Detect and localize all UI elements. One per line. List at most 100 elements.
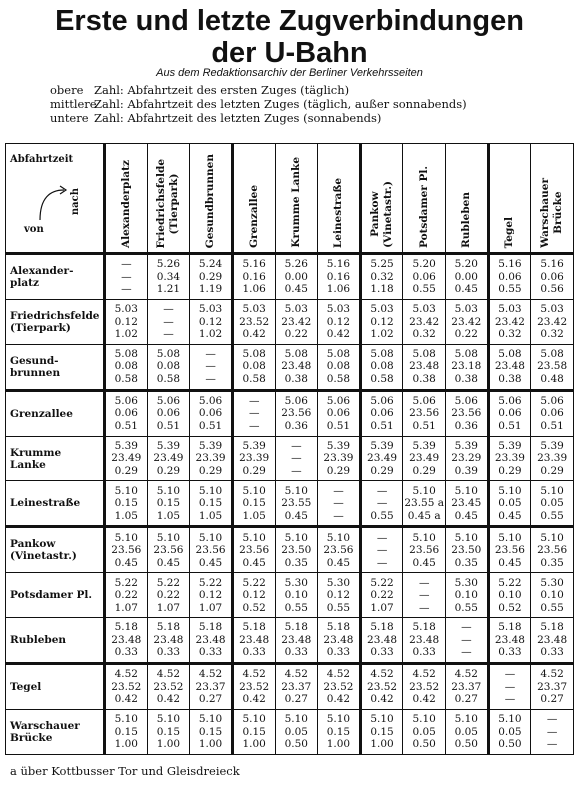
first-train-time: 5.10 xyxy=(326,713,351,726)
legend-text: Zahl: Abfahrtzeit des ersten Zuges (tägl… xyxy=(94,83,350,97)
last-train-time: 23.48 xyxy=(195,633,226,646)
table-row: Tegel 4.52 23.52 0.42 4.52 23.52 0.42 4.52 23.37… xyxy=(5,662,574,711)
last-train-saturday-time: 0.33 xyxy=(242,646,266,659)
last-train-time: 0.15 xyxy=(326,725,351,738)
last-train-saturday-time: 0.55 xyxy=(370,509,394,522)
last-train-time: 0.06 xyxy=(540,270,564,283)
last-train-saturday-time: 0.38 xyxy=(454,372,478,385)
last-train-time: 0.15 xyxy=(242,725,266,738)
last-train-saturday-time: 0.29 xyxy=(326,464,351,477)
column-header: Potsdamer Pl. xyxy=(402,143,446,254)
table-row: Potsdamer Pl. 5.22 0.22 1.07 5.22 0.22 1.07 5.2… xyxy=(5,572,574,619)
table-row: Alexander- platz — — —5.26 0.34 1.21 5.24 0.29 1… xyxy=(5,252,574,300)
first-train-time: 5.16 xyxy=(498,258,522,271)
row-header: Alexander- platz xyxy=(5,252,105,300)
curved-arrow-icon xyxy=(39,185,68,221)
last-train-saturday-time: 0.29 xyxy=(540,464,564,477)
last-train-saturday-time: 0.45 xyxy=(242,556,266,569)
last-train-time: 23.48 xyxy=(323,633,354,646)
row-header: Rubleben xyxy=(5,617,105,665)
last-train-saturday-time: 1.06 xyxy=(242,283,266,296)
last-train-time: 23.56 xyxy=(239,544,270,557)
last-train-time: 0.15 xyxy=(242,497,266,510)
last-train-saturday-time: 1.19 xyxy=(198,283,223,296)
first-train-time: 4.52 xyxy=(198,668,223,681)
last-train-saturday-time: 1.00 xyxy=(114,738,138,751)
time-cell: 5.08 0.08 0.58 xyxy=(358,343,404,391)
time-cell: 5.18 23.48 0.33 xyxy=(486,617,532,665)
time-cell: 5.39 23.49 0.29 xyxy=(103,435,148,482)
time-cell: 5.10 0.15 1.00 xyxy=(317,709,361,755)
first-train-time: — xyxy=(376,484,388,497)
first-train-time: 5.10 xyxy=(284,531,308,544)
last-train-time: 0.22 xyxy=(114,589,138,601)
last-train-saturday-time: 0.38 xyxy=(284,372,308,385)
time-cell: 5.18 23.48 0.33 xyxy=(317,617,361,665)
time-cell: 5.39 23.49 0.29 xyxy=(146,435,191,482)
time-cell: 5.16 0.06 0.55 xyxy=(486,252,532,300)
last-train-saturday-time: 0.42 xyxy=(326,328,351,341)
last-train-saturday-time: 0.33 xyxy=(114,646,138,659)
time-cell: 5.10 0.05 0.45 xyxy=(486,480,532,528)
time-cell: 5.10 0.05 0.50 xyxy=(486,709,532,755)
time-cell: 5.06 0.06 0.51 xyxy=(358,388,404,437)
table-row: Grenzallee 5.06 0.06 0.51 5.06 0.06 0.51 5.06 0.… xyxy=(5,388,574,437)
first-train-time: 5.18 xyxy=(540,621,564,634)
last-train-time: 0.05 xyxy=(454,725,478,738)
last-train-time: 0.08 xyxy=(114,360,138,373)
last-train-time: 0.00 xyxy=(284,270,308,283)
last-train-saturday-time: 0.50 xyxy=(498,738,522,751)
time-cell: 5.30 0.12 0.55 xyxy=(317,572,361,619)
time-cell: — — — xyxy=(530,709,574,755)
last-train-saturday-time: 0.51 xyxy=(412,419,436,432)
last-train-time: 23.52 xyxy=(409,680,440,693)
last-train-time: 23.56 xyxy=(323,544,354,557)
last-train-saturday-time: 0.58 xyxy=(242,372,266,385)
last-train-saturday-time: 1.05 xyxy=(242,509,266,522)
time-cell: 5.06 23.56 0.51 xyxy=(402,388,446,437)
last-train-saturday-time: 0.27 xyxy=(540,693,564,706)
last-train-time: 23.56 xyxy=(451,407,482,420)
last-train-saturday-time: 0.33 xyxy=(198,646,223,659)
first-train-time: 5.16 xyxy=(242,258,266,271)
last-train-time: 23.37 xyxy=(537,680,568,693)
time-cell: 5.03 23.52 0.42 xyxy=(230,298,276,345)
last-train-saturday-time: 0.35 xyxy=(454,556,478,569)
first-train-time: 5.10 xyxy=(114,484,138,497)
first-train-time: 5.08 xyxy=(114,347,138,360)
column-header-label: Rubleben xyxy=(459,191,472,248)
last-train-time: 0.15 xyxy=(198,725,223,738)
first-train-time: 5.03 xyxy=(242,303,266,316)
first-train-time: — xyxy=(248,394,260,407)
last-train-saturday-time: 0.42 xyxy=(370,693,394,706)
footnote: a über Kottbusser Tor und Gleisdreieck xyxy=(10,764,240,778)
first-train-time: 5.39 xyxy=(498,439,522,452)
last-train-saturday-time: 1.00 xyxy=(370,738,394,751)
last-train-time: 23.52 xyxy=(153,680,184,693)
legend-row-bottom: untere Zahl: Abfahrtzeit des letzten Zug… xyxy=(50,111,467,125)
last-train-time: 23.50 xyxy=(451,544,482,557)
time-cell: 5.10 23.55 0.45 xyxy=(274,480,319,528)
time-cell: 5.10 23.56 0.45 xyxy=(146,525,191,574)
last-train-time: 0.12 xyxy=(326,315,351,328)
last-train-saturday-time: — xyxy=(248,419,260,432)
last-train-saturday-time: 0.32 xyxy=(540,328,564,341)
first-train-time: 5.10 xyxy=(412,531,436,544)
last-train-time: 23.52 xyxy=(239,315,270,328)
last-train-time: 23.49 xyxy=(409,452,440,465)
time-cell: 5.39 23.39 0.29 xyxy=(189,435,233,482)
time-cell: 5.08 23.18 0.38 xyxy=(445,343,489,391)
first-train-time: 5.10 xyxy=(114,713,138,726)
last-train-saturday-time: 1.07 xyxy=(156,601,181,614)
last-train-time: 0.06 xyxy=(114,407,138,420)
last-train-saturday-time: 1.21 xyxy=(156,283,181,296)
time-cell: 5.30 0.10 0.55 xyxy=(530,572,574,619)
time-cell: 5.10 0.15 1.05 xyxy=(230,480,276,528)
last-train-time: 23.55 a xyxy=(404,497,445,510)
last-train-saturday-time: 0.29 xyxy=(114,464,138,477)
last-train-saturday-time: 0.27 xyxy=(198,693,223,706)
last-train-saturday-time: 0.35 xyxy=(540,556,564,569)
last-train-time: 23.48 xyxy=(281,633,312,646)
last-train-time: 0.08 xyxy=(326,360,351,373)
last-train-time: 0.06 xyxy=(540,407,564,420)
